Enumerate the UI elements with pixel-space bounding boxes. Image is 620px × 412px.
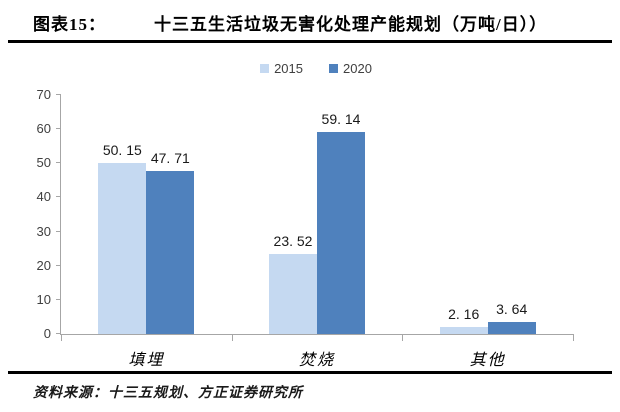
legend-swatch-2020 [329, 64, 338, 73]
y-axis-tick-label: 50 [36, 155, 51, 171]
y-axis-tick-mark [56, 128, 61, 130]
value-label-2015-焚烧: 23. 52 [273, 232, 313, 249]
y-axis-tick-mark [56, 333, 61, 334]
y-axis-tick-mark [56, 298, 61, 300]
y-axis-tick-label: 20 [36, 257, 51, 273]
source-note: 资料来源：十三五规划、方正证券研究所 [33, 386, 303, 401]
y-axis-tick-label: 0 [43, 326, 51, 341]
bar-2015-其他 [439, 326, 488, 334]
bar-2020-填埋 [146, 171, 195, 334]
legend-label-2015: 2015 [274, 61, 303, 76]
value-label-2015-其他: 2. 16 [448, 305, 480, 322]
x-axis-tick-mark [573, 334, 574, 341]
legend-item-2015: 2015 [260, 61, 303, 76]
y-axis-tick-label: 60 [36, 121, 51, 137]
legend-swatch-2015 [260, 64, 270, 73]
y-axis-tick-mark [56, 196, 61, 198]
bar-group-焚烧: 23. 52 59. 14 [269, 95, 365, 334]
value-label-2020-其他: 3. 64 [496, 300, 528, 317]
y-axis-tick-mark [56, 230, 61, 232]
y-axis-tick-mark [56, 94, 61, 95]
value-label-2020-填埋: 47. 71 [150, 150, 190, 167]
bar-group-其他: 2. 16 3. 64 [439, 95, 536, 334]
value-label-2020-焚烧: 59. 14 [321, 111, 361, 128]
bar-2020-其他 [487, 321, 536, 334]
chart-legend: 2015 2020 [60, 61, 572, 76]
y-axis-tick-label: 40 [36, 189, 51, 205]
title-row: 图表15： 十三五生活垃圾无害化处理产能规划（万吨/日）） [33, 10, 608, 35]
legend-label-2020: 2020 [343, 61, 372, 76]
x-axis-category-label-其他: 其他 [469, 352, 506, 369]
plot-area: 0 10 20 30 40 50 60 70 50. 15 47. 71 填埋 23. 52 59. 1… [37, 87, 574, 369]
y-axis-tick-mark [56, 264, 61, 266]
bottom-divider [8, 371, 612, 374]
x-axis-tick-mark [402, 334, 404, 341]
bar-2015-填埋 [98, 162, 147, 334]
legend-item-2020: 2020 [329, 61, 372, 76]
top-divider [8, 40, 612, 43]
bar-2015-焚烧 [269, 253, 317, 334]
bar-group-填埋: 50. 15 47. 71 [98, 95, 195, 334]
y-axis-tick-mark [56, 162, 61, 164]
x-axis-tick-mark [61, 334, 62, 341]
x-axis-category-label-焚烧: 焚烧 [298, 352, 336, 369]
figure-label: 图表15： [33, 15, 106, 34]
y-axis-tick-label: 10 [36, 291, 51, 307]
x-axis-category-label-填埋: 填埋 [128, 352, 165, 369]
value-label-2015-填埋: 50. 15 [102, 141, 142, 158]
x-axis-tick-mark [231, 334, 233, 341]
y-axis-tick-label: 30 [36, 223, 51, 239]
y-axis-tick-label: 70 [36, 87, 51, 102]
bar-2020-焚烧 [317, 132, 365, 334]
chart-title: 十三五生活垃圾无害化处理产能规划（万吨/日）） [154, 15, 548, 34]
